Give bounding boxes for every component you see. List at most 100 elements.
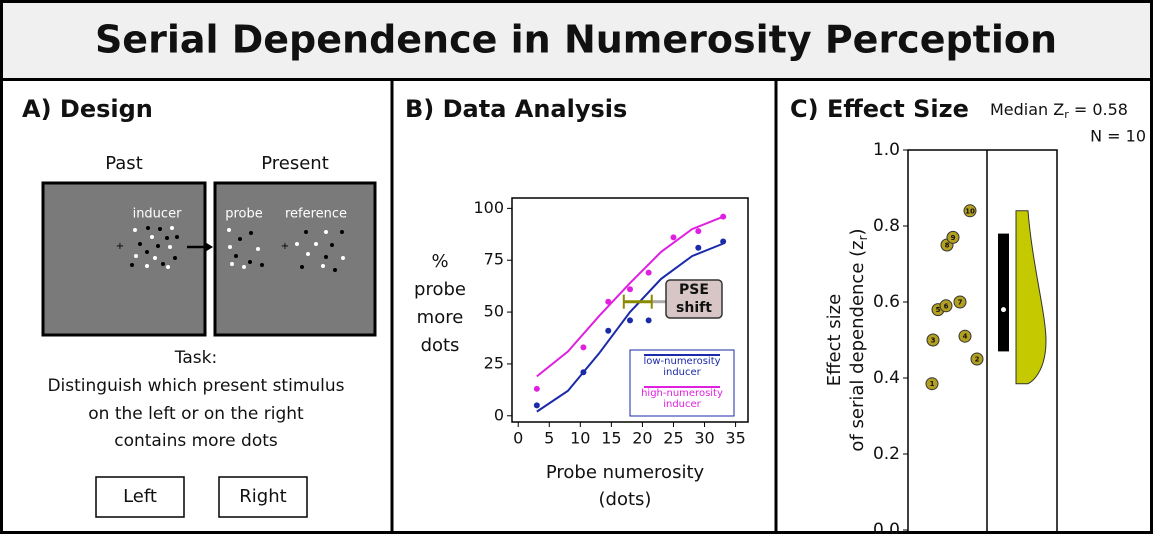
data-point — [953, 295, 967, 309]
task-text: contains more dots — [114, 431, 278, 451]
stimulus-dot — [234, 254, 238, 258]
task-text: Distinguish which present stimulus — [47, 376, 344, 396]
label: Past — [105, 153, 143, 174]
violin — [1015, 210, 1047, 385]
stimulus-dot — [314, 242, 318, 246]
box — [998, 233, 1009, 352]
stimulus-dot — [150, 235, 154, 239]
stimulus-dot — [306, 252, 310, 256]
data-point — [645, 269, 652, 276]
point-label: 6 — [944, 302, 949, 310]
stimulus-dot — [138, 242, 142, 246]
stimulus-dot — [304, 230, 308, 234]
y-axis-label: probe — [414, 279, 466, 300]
stimulus-dot — [156, 244, 160, 248]
dots: + + — [116, 226, 345, 272]
x-tick-label: 0 — [513, 429, 523, 448]
stimulus-dot — [166, 265, 170, 269]
fit-line — [536, 242, 724, 413]
y-axis-label-part: of serial dependence (z — [847, 240, 868, 451]
data-point — [720, 213, 727, 220]
legend-label: low-numerosity inducer — [643, 356, 721, 378]
y-tick-label: 0.0 — [873, 520, 900, 534]
data-point — [580, 344, 587, 351]
stimulus-dot — [228, 245, 232, 249]
stimulus-dot — [175, 235, 179, 239]
y-tick-label: 0 — [494, 405, 504, 424]
stimulus-dot — [130, 263, 134, 267]
x-tick-label: 10 — [570, 429, 590, 448]
data-point — [627, 286, 633, 293]
point-label: 2 — [975, 356, 980, 364]
y-axis-label-part: r — [856, 235, 870, 240]
stimulus-dot — [161, 262, 165, 266]
task-text: on the left or on the right — [88, 404, 304, 424]
stimulus-dot — [242, 265, 246, 269]
stimulus-dot — [145, 250, 149, 254]
data-point — [605, 327, 612, 334]
y-tick-label: 0.2 — [873, 444, 900, 464]
data-point — [645, 317, 652, 324]
stimulus-dot — [324, 230, 328, 234]
stimulus-dot — [340, 230, 344, 234]
stimulus-dot — [260, 263, 264, 267]
button — [95, 476, 185, 518]
x-tick-label: 20 — [632, 429, 652, 448]
data-point — [670, 234, 677, 241]
point-label: 4 — [963, 333, 968, 341]
plot-frame — [511, 197, 749, 423]
x-tick-label: 5 — [544, 429, 554, 448]
label: probe — [225, 207, 263, 222]
stimulus-dot — [300, 265, 304, 269]
label: inducer — [133, 207, 182, 222]
arrow-head — [205, 242, 213, 252]
x-tick-label: 35 — [725, 429, 745, 448]
point-label: 9 — [951, 234, 956, 242]
stimulus-dot — [173, 256, 177, 260]
y-axis-label: of serial dependence (zr) — [847, 228, 870, 451]
point-label: 1 — [930, 380, 935, 388]
median — [1001, 307, 1006, 313]
stimulus-dot — [165, 236, 169, 240]
button-label: Right — [239, 486, 286, 507]
y-tick-label: 75 — [484, 250, 504, 269]
stimulus-dot — [170, 226, 174, 230]
label: Present — [261, 153, 329, 174]
stimulus-dot — [153, 256, 157, 260]
data-point — [580, 369, 587, 376]
data-point — [695, 244, 702, 251]
x-tick-label: 15 — [601, 429, 621, 448]
stimulus-dot — [295, 242, 299, 246]
point-label: 5 — [936, 306, 941, 314]
stimulus-dot — [256, 247, 260, 251]
stimulus-dot — [238, 237, 242, 241]
y-axis-label: more — [417, 307, 464, 328]
annotation-part: = 0.58 — [1069, 100, 1128, 119]
legend-entry: low-numerosity inducer — [643, 356, 721, 378]
x-axis-label: (dots) — [599, 489, 652, 510]
point-label: 10 — [965, 207, 975, 215]
stimulus-screen — [213, 181, 377, 337]
y-tick-label: 0.6 — [873, 292, 900, 312]
stimulus-dot — [324, 255, 328, 259]
point-label: 3 — [931, 337, 936, 345]
fixation: + — [116, 241, 124, 252]
stimulus-dot — [333, 268, 337, 272]
stimulus-dot — [146, 226, 150, 230]
plot-frame — [907, 149, 1058, 534]
stimulus-dot — [248, 260, 252, 264]
data-point — [970, 352, 984, 366]
stimulus-dot — [249, 231, 253, 235]
y-axis-label: dots — [421, 335, 460, 356]
stimulus-screen — [41, 181, 207, 337]
y-tick-label: 100 — [473, 198, 504, 217]
data-point — [939, 299, 953, 313]
x-tick-label: 25 — [663, 429, 683, 448]
title: Serial Dependence in Numerosity Percepti… — [95, 18, 1057, 62]
label: reference — [285, 207, 347, 222]
y-axis-label: Effect size — [824, 294, 845, 386]
button-label: Left — [123, 486, 157, 507]
y-axis-label: % — [431, 251, 448, 272]
pse-box — [665, 279, 723, 319]
